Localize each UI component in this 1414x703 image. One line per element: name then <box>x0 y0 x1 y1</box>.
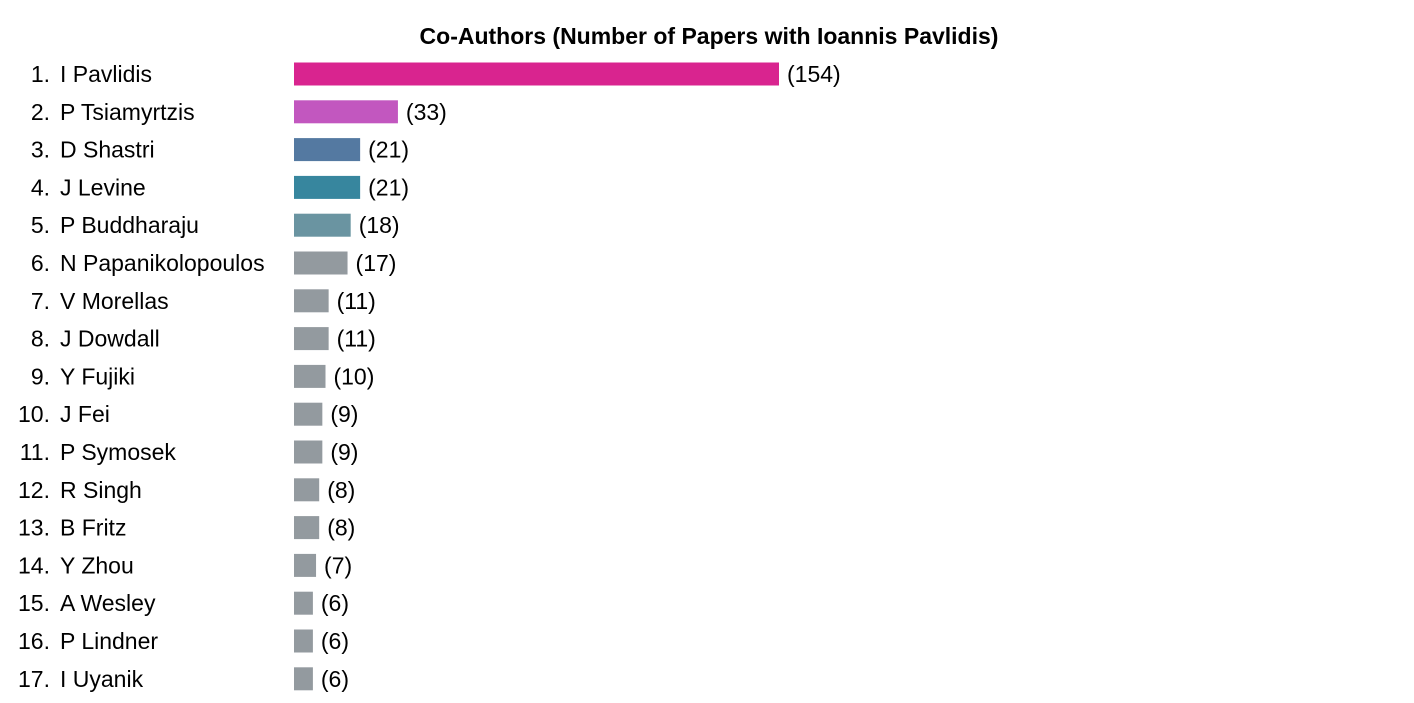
rank-label: 12. <box>18 477 50 503</box>
value-label: (18) <box>359 212 400 238</box>
value-label: (9) <box>330 439 358 465</box>
value-label: (8) <box>327 477 355 503</box>
value-label: (10) <box>333 363 374 389</box>
bar <box>294 402 323 426</box>
bar <box>294 629 313 653</box>
bar <box>294 364 326 388</box>
bar <box>294 478 320 502</box>
category-label: P Symosek <box>60 439 176 465</box>
rank-label: 7. <box>31 288 50 314</box>
value-label: (11) <box>337 288 376 314</box>
category-label: D Shastri <box>60 137 155 163</box>
category-label: P Lindner <box>60 628 158 654</box>
rank-label: 16. <box>18 628 50 654</box>
category-label: J Levine <box>60 174 146 200</box>
value-label: (9) <box>330 401 358 427</box>
bar <box>294 251 348 275</box>
rank-label: 1. <box>31 61 50 87</box>
value-label: (8) <box>327 515 355 541</box>
category-label: I Pavlidis <box>60 61 152 87</box>
value-label: (6) <box>321 628 349 654</box>
value-label: (21) <box>368 174 409 200</box>
bar <box>294 440 323 464</box>
rank-label: 9. <box>31 363 50 389</box>
rank-label: 8. <box>31 326 50 352</box>
category-label: P Buddharaju <box>60 212 199 238</box>
bar <box>294 516 320 540</box>
bar <box>294 138 361 162</box>
category-label: P Tsiamyrtzis <box>60 99 195 125</box>
value-label: (21) <box>368 137 409 163</box>
rank-label: 11. <box>20 439 50 465</box>
category-label: J Dowdall <box>60 326 160 352</box>
rank-label: 15. <box>18 590 50 616</box>
value-label: (6) <box>321 590 349 616</box>
category-label: B Fritz <box>60 515 126 541</box>
rank-label: 5. <box>31 212 50 238</box>
category-label: Y Fujiki <box>60 363 135 389</box>
rank-label: 17. <box>18 666 50 692</box>
category-label: V Morellas <box>60 288 169 314</box>
rank-label: 14. <box>18 552 50 578</box>
rank-label: 4. <box>31 174 50 200</box>
bar <box>294 667 313 691</box>
value-label: (33) <box>406 99 447 125</box>
rank-label: 13. <box>18 515 50 541</box>
value-label: (17) <box>356 250 397 276</box>
category-label: A Wesley <box>60 590 156 616</box>
chart-rows: 1. I Pavlidis (154) 2. P Tsiamyrtzis (33) 3. D … <box>18 61 841 692</box>
bar <box>294 175 361 199</box>
category-label: I Uyanik <box>60 666 144 692</box>
bar <box>294 327 329 351</box>
bar <box>294 591 313 615</box>
category-label: J Fei <box>60 401 110 427</box>
value-label: (7) <box>324 552 352 578</box>
rank-label: 10. <box>18 401 50 427</box>
bar <box>294 62 779 86</box>
chart-title: Co-Authors (Number of Papers with Ioanni… <box>420 23 999 49</box>
value-label: (11) <box>337 326 376 352</box>
category-label: N Papanikolopoulos <box>60 250 265 276</box>
rank-label: 6. <box>31 250 50 276</box>
rank-label: 2. <box>31 99 50 125</box>
value-label: (6) <box>321 666 349 692</box>
bar <box>294 553 317 577</box>
rank-label: 3. <box>31 137 50 163</box>
bar <box>294 289 329 313</box>
category-label: Y Zhou <box>60 552 134 578</box>
bar <box>294 213 351 237</box>
bar <box>294 100 398 124</box>
category-label: R Singh <box>60 477 142 503</box>
value-label: (154) <box>787 61 841 87</box>
